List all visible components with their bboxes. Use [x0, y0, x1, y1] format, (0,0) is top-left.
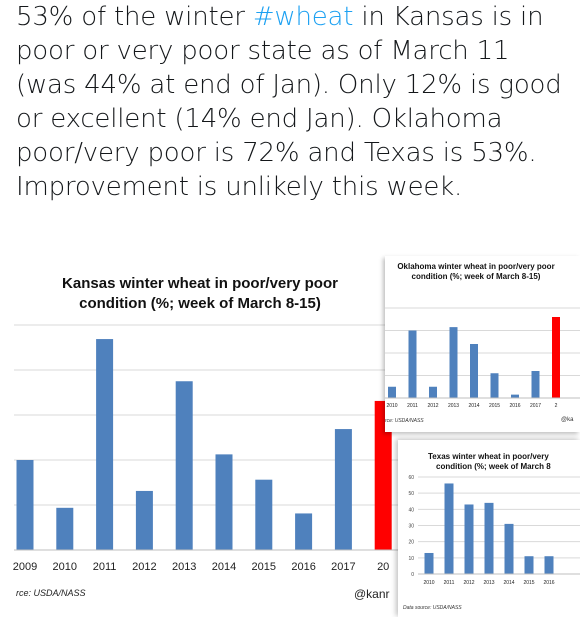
texas-xtick-label: 2010 — [423, 580, 434, 586]
texas-xtick-label: 2011 — [444, 580, 455, 586]
tweet-text-start: 53% of the winter — [16, 2, 253, 32]
kansas-credit: @kanr — [354, 587, 390, 601]
texas-ytick-label: 60 — [408, 475, 414, 481]
kansas-source: rce: USDA/NASS — [16, 588, 86, 598]
texas-bar — [484, 502, 494, 574]
oklahoma-bar — [490, 373, 499, 398]
oklahoma-bar — [511, 394, 519, 398]
hashtag-link[interactable]: #wheat — [252, 2, 354, 32]
texas-xtick-label: 2016 — [543, 580, 554, 586]
texas-ytick-label: 10 — [408, 556, 414, 562]
oklahoma-bar — [531, 371, 540, 398]
oklahoma-xtick-label: 2014 — [468, 403, 479, 409]
oklahoma-xtick-label: 2 — [555, 403, 558, 409]
kansas-xtick-label: 2009 — [13, 561, 37, 573]
kansas-plot: 2009 2010 2011 2012 2013 2014 2015 2016 2017 20 — [13, 324, 400, 573]
kansas-bar — [295, 513, 313, 550]
kansas-xtick-label: 2010 — [53, 561, 77, 573]
texas-xtick-label: 2013 — [483, 580, 494, 586]
texas-bar — [544, 556, 554, 574]
kansas-xtick-label: 2014 — [212, 561, 236, 573]
oklahoma-bar — [429, 386, 437, 398]
oklahoma-xtick-label: 2017 — [530, 403, 541, 409]
tweet-text: 53% of the winter #wheat in Kansas is in… — [16, 0, 576, 204]
texas-ytick-label: 20 — [408, 540, 414, 546]
oklahoma-xtick-label: 2015 — [489, 403, 500, 409]
kansas-bar — [334, 429, 352, 550]
oklahoma-xtick-label: 2012 — [427, 403, 438, 409]
kansas-bar — [255, 479, 273, 550]
kansas-chart-title: Kansas winter wheat in poor/very poor co… — [8, 274, 392, 314]
texas-bar — [504, 523, 514, 574]
texas-chart-title: Texas winter wheat in poor/very conditio… — [428, 452, 580, 472]
kansas-bar — [16, 460, 34, 550]
oklahoma-source: rce: USDA/NASS — [385, 418, 424, 424]
texas-bar — [524, 556, 534, 574]
texas-ytick-label: 30 — [408, 524, 414, 530]
oklahoma-bar — [449, 327, 458, 398]
tweet-media[interactable]: Kansas winter wheat in poor/very poor co… — [0, 248, 580, 617]
oklahoma-bar — [388, 386, 396, 398]
texas-title-line2: condition (%; week of March 8 — [436, 462, 551, 471]
kansas-bar — [56, 507, 74, 550]
texas-chart: Texas winter wheat in poor/very conditio… — [398, 440, 580, 617]
kansas-xtick-label: 20 — [377, 561, 389, 573]
kansas-bar — [96, 339, 114, 550]
kansas-bar — [175, 381, 193, 550]
texas-plot: 0 10 20 30 40 50 60 2010 2011 2012 2013 2014 2015 201… — [408, 475, 580, 586]
kansas-xtick-label: 2012 — [132, 561, 156, 573]
kansas-bar — [215, 454, 233, 550]
oklahoma-plot: 2010 2011 2012 2013 2014 2015 2016 2017 2 — [385, 307, 580, 409]
texas-ytick-label: 0 — [411, 572, 414, 578]
oklahoma-xtick-label: 2013 — [448, 403, 459, 409]
oklahoma-chart-title: Oklahoma winter wheat in poor/very poor … — [385, 262, 567, 282]
texas-xtick-label: 2012 — [463, 580, 474, 586]
oklahoma-credit: @ka — [561, 417, 574, 423]
kansas-chart: Kansas winter wheat in poor/very poor co… — [0, 248, 400, 617]
kansas-title-line1: Kansas winter wheat in poor/very poor — [62, 275, 338, 292]
kansas-xtick-label: 2011 — [93, 561, 117, 573]
oklahoma-title-line2: condition (%; week of March 8-15) — [411, 272, 541, 281]
texas-bar — [424, 552, 434, 574]
texas-ytick-label: 40 — [408, 507, 414, 513]
kansas-title-line2: condition (%; week of March 8-15) — [79, 295, 321, 312]
kansas-bar — [135, 490, 153, 550]
oklahoma-title-line1: Oklahoma winter wheat in poor/very poor — [397, 262, 555, 271]
kansas-xtick-label: 2017 — [331, 561, 355, 573]
oklahoma-bar — [470, 344, 478, 398]
kansas-bar — [374, 400, 392, 550]
oklahoma-bar — [408, 330, 417, 398]
texas-bar — [444, 483, 454, 574]
oklahoma-bar — [552, 317, 560, 398]
oklahoma-chart: Oklahoma winter wheat in poor/very poor … — [385, 256, 580, 432]
kansas-xtick-label: 2016 — [291, 561, 315, 573]
texas-xtick-label: 2014 — [503, 580, 514, 586]
texas-bar — [464, 504, 474, 574]
texas-xtick-label: 2015 — [523, 580, 534, 586]
kansas-xtick-label: 2015 — [252, 561, 276, 573]
texas-title-line1: Texas winter wheat in poor/very — [428, 452, 549, 461]
oklahoma-xtick-label: 2016 — [509, 403, 520, 409]
tweet-text-end: in Kansas is in poor or very poor state … — [16, 2, 562, 202]
oklahoma-xtick-label: 2011 — [407, 403, 418, 409]
oklahoma-xtick-label: 2010 — [386, 403, 397, 409]
texas-ytick-label: 50 — [408, 491, 414, 497]
kansas-xtick-label: 2013 — [172, 561, 196, 573]
texas-source: Data source: USDA/NASS — [403, 605, 462, 611]
